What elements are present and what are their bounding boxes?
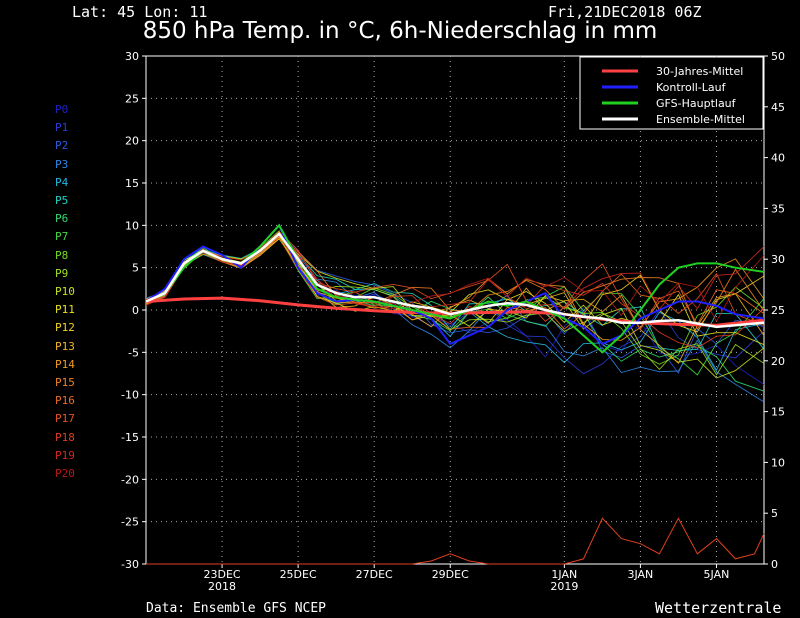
member-label: P0: [55, 103, 69, 116]
x-tick-label: 29DEC: [432, 568, 469, 581]
y-right-tick-label: 0: [771, 558, 778, 571]
y-left-tick-label: -15: [121, 431, 139, 444]
x-tick-label: 3JAN: [627, 568, 653, 581]
chart-title: 850 hPa Temp. in °C, 6h-Niederschlag in …: [142, 18, 658, 44]
y-right-tick-label: 10: [771, 456, 785, 469]
x-tick-year-label: 2019: [550, 580, 578, 593]
y-right-tick-label: 30: [771, 253, 785, 266]
y-right-tick-label: 45: [771, 101, 785, 114]
ensemble-mean-line: [145, 231, 765, 329]
x-tick-label: 23DEC: [204, 568, 241, 581]
member-label: P14: [55, 357, 75, 371]
y-left-tick-label: 30: [125, 50, 139, 63]
member-label: P4: [55, 175, 69, 189]
member-label: P3: [55, 157, 69, 171]
highlight-series: [145, 223, 765, 565]
ensemble-member-line: [145, 232, 765, 385]
y-left-tick-label: -20: [121, 473, 139, 486]
ensemble-member-line: [145, 230, 765, 365]
x-tick-label: 27DEC: [356, 568, 393, 581]
y-left-tick-label: 0: [132, 304, 139, 317]
y-right-tick-label: 20: [771, 355, 785, 368]
legend-label: 30-Jahres-Mittel: [656, 65, 743, 78]
member-label: P15: [55, 376, 75, 389]
legend-label: Ensemble-Mittel: [656, 113, 745, 126]
y-left-tick-label: -5: [128, 346, 139, 359]
y-left-tick-label: -25: [121, 516, 139, 529]
legend-label: GFS-Hauptlauf: [656, 97, 737, 110]
ensemble-member-line: [145, 231, 765, 349]
member-label: P19: [55, 448, 75, 462]
member-label: P8: [55, 248, 69, 262]
member-label: P2: [55, 139, 69, 153]
y-right-tick-label: 50: [771, 50, 785, 63]
member-label: P18: [55, 430, 75, 444]
ensemble-member-line: [145, 235, 765, 341]
run-time-label: Fri,21DEC2018 06Z: [548, 3, 702, 21]
y-left-tick-label: 10: [125, 219, 139, 232]
y-right-tick-label: 25: [771, 304, 785, 317]
x-tick-label: 1JAN: [551, 568, 577, 581]
member-label: P10: [55, 285, 75, 298]
legend: 30-Jahres-Mittel Kontroll-Lauf GFS-Hauptla…: [579, 56, 764, 130]
member-label: P1: [55, 121, 69, 135]
member-label: P16: [55, 394, 75, 408]
member-label: P17: [55, 412, 75, 426]
member-label: P5: [55, 194, 69, 207]
y-right-tick-label: 15: [771, 406, 785, 419]
main-run-line: [145, 223, 765, 354]
location-label: Lat: 45 Lon: 11: [72, 3, 208, 21]
legend-label: Kontroll-Lauf: [656, 81, 727, 94]
y-left-tick-label: -10: [121, 389, 139, 402]
legend-box: [579, 56, 764, 130]
x-tick-year-label: 2018: [208, 580, 236, 593]
brand-label: Wetterzentrale: [655, 599, 782, 617]
y-left-tick-label: 15: [125, 177, 139, 190]
member-label: P12: [55, 321, 75, 335]
member-label: P6: [55, 212, 69, 226]
y-right-tick-label: 40: [771, 152, 785, 165]
x-tick-label: 5JAN: [704, 568, 730, 581]
member-label: P13: [55, 339, 75, 353]
member-label: P20: [55, 467, 75, 480]
member-label: P11: [55, 303, 75, 317]
precip-line: [146, 517, 765, 565]
y-axis-left: -30 -25 -20 -15 -10 -5 0 5 10 15 20 25 30: [121, 50, 146, 571]
data-source-label: Data: Ensemble GFS NCEP: [146, 601, 327, 616]
y-left-tick-label: 25: [125, 92, 139, 105]
y-left-tick-label: 5: [132, 262, 139, 275]
y-left-tick-label: 20: [125, 135, 139, 148]
member-label: P9: [55, 266, 69, 280]
y-right-tick-label: 5: [771, 507, 778, 520]
y-axis-right: 0 5 10 15 20 25 30 35 40 45 50: [764, 50, 785, 571]
x-tick-label: 25DEC: [280, 568, 317, 581]
y-right-tick-label: 35: [771, 202, 785, 215]
y-left-tick-label: -30: [121, 558, 139, 571]
member-label: P7: [55, 230, 69, 244]
